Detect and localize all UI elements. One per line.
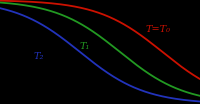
Text: T=T₀: T=T₀ bbox=[146, 25, 171, 34]
Text: T₂: T₂ bbox=[34, 52, 44, 61]
Text: T₁: T₁ bbox=[80, 42, 90, 51]
